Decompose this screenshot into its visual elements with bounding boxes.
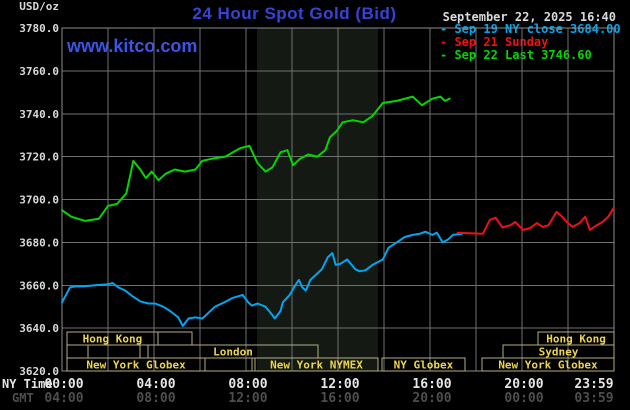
x-tick-gmt-20:00: 20:00 xyxy=(412,391,451,406)
x-tick-ny-04:00: 04:00 xyxy=(136,377,175,392)
legend-entry: - Sep 22 Last 3746.60 xyxy=(440,49,621,62)
session-box xyxy=(157,331,193,346)
session-box xyxy=(204,357,253,372)
session-label: New York Globex xyxy=(498,359,598,372)
session-label: Hong Kong xyxy=(83,333,143,346)
x-tick-gmt-08:00: 08:00 xyxy=(136,391,175,406)
series-line-sep19-ny-close xyxy=(61,230,464,327)
y-tick-3660: 3660.0 xyxy=(19,279,59,292)
x-tick-gmt-04:00: 04:00 xyxy=(44,391,83,406)
x-tick-gmt-00:00: 00:00 xyxy=(504,391,543,406)
x-tick-gmt-03:59: 03:59 xyxy=(574,391,613,406)
legend-dash-icon: - xyxy=(440,35,455,49)
session-label: New York Globex xyxy=(86,359,186,372)
y-tick-3720: 3720.0 xyxy=(19,151,59,164)
session-label: New York NYMEX xyxy=(270,359,363,372)
y-tick-3700: 3700.0 xyxy=(19,194,59,207)
legend: - Sep 19 NY close 3684.00- Sep 21 Sunday… xyxy=(440,23,621,62)
y-tick-3620: 3620.0 xyxy=(19,365,59,378)
legend-dash-icon: - xyxy=(440,22,455,36)
series-line-sep22-last xyxy=(61,95,451,222)
session-box xyxy=(254,357,379,372)
y-tick-3740: 3740.0 xyxy=(19,108,59,121)
x-tick-gmt-16:00: 16:00 xyxy=(320,391,359,406)
session-label: NY Globex xyxy=(394,359,454,372)
kitco-watermark-link[interactable]: www.kitco.com xyxy=(67,36,198,56)
y-tick-3760: 3760.0 xyxy=(19,65,59,78)
x-tick-ny-08:00: 08:00 xyxy=(228,377,267,392)
legend-label: Sep 21 Sunday xyxy=(454,35,549,49)
x-tick-ny-16:00: 16:00 xyxy=(412,377,451,392)
y-axis-unit-label: USD/oz xyxy=(19,0,59,13)
x-tick-gmt-12:00: 12:00 xyxy=(228,391,267,406)
series-line-sep21-sunday xyxy=(456,207,615,235)
x-axis-gmt-label: GMT xyxy=(12,391,34,405)
y-tick-3680: 3680.0 xyxy=(19,236,59,249)
y-tick-3640: 3640.0 xyxy=(19,322,59,335)
x-tick-ny-23:59: 23:59 xyxy=(574,377,613,392)
session-label: London xyxy=(213,346,253,359)
session-label: Sydney xyxy=(539,346,579,359)
session-box xyxy=(381,357,466,372)
x-axis-ny-time-label: NY Time xyxy=(2,377,53,391)
legend-label: Sep 19 NY close 3684.00 xyxy=(454,22,621,36)
x-tick-ny-12:00: 12:00 xyxy=(320,377,359,392)
legend-entry: - Sep 19 NY close 3684.00 xyxy=(440,23,621,36)
legend-dash-icon: - xyxy=(440,48,455,62)
session-box xyxy=(66,344,89,359)
session-box xyxy=(481,357,615,372)
legend-label: Sep 22 Last 3746.60 xyxy=(454,48,592,62)
chart-datetime: September 22, 2025 16:40 xyxy=(442,10,616,24)
chart-title: 24 Hour Spot Gold (Bid) xyxy=(192,4,397,23)
y-tick-3780: 3780.0 xyxy=(19,22,59,35)
session-box xyxy=(87,344,141,359)
x-tick-ny-20:00: 20:00 xyxy=(504,377,543,392)
legend-entry: - Sep 21 Sunday xyxy=(440,36,621,49)
x-tick-ny-00:00: 00:00 xyxy=(44,377,83,392)
gridlines xyxy=(62,28,614,371)
session-label: Hong Kong xyxy=(546,333,606,346)
